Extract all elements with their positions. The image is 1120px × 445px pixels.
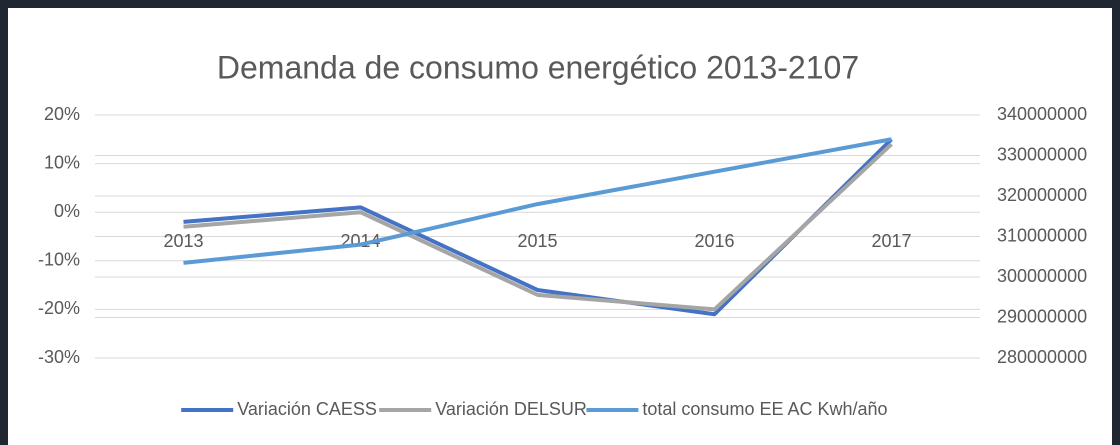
y2-tick-label: 300000000 [997,266,1087,286]
y2-tick-label: 280000000 [997,347,1087,367]
line-series [183,137,892,265]
y2-tick-label: 290000000 [997,306,1087,326]
y-tick-label: -10% [38,250,80,270]
x-tick-label: 2015 [517,231,557,251]
legend-label: total consumo EE AC Kwh/año [642,399,887,419]
y2-tick-label: 340000000 [997,104,1087,124]
x-tick-label: 2017 [871,231,911,251]
chart-title: Demanda de consumo energético 2013-2107 [217,49,859,85]
legend-label: Variación CAESS [237,399,377,419]
line-series [183,142,893,312]
x-tick-label: 2016 [694,231,734,251]
y-tick-label: 0% [54,201,80,221]
y2-tick-label: 310000000 [997,225,1087,245]
legend-label: Variación DELSUR [435,399,587,419]
y-tick-label: -20% [38,298,80,318]
y2-tick-label: 330000000 [997,144,1087,164]
y2-tick-label: 320000000 [997,185,1087,205]
y-tick-label: 20% [44,104,80,124]
y-tick-label: -30% [38,347,80,367]
y-tick-label: 10% [44,152,80,172]
x-tick-label: 2013 [163,231,203,251]
